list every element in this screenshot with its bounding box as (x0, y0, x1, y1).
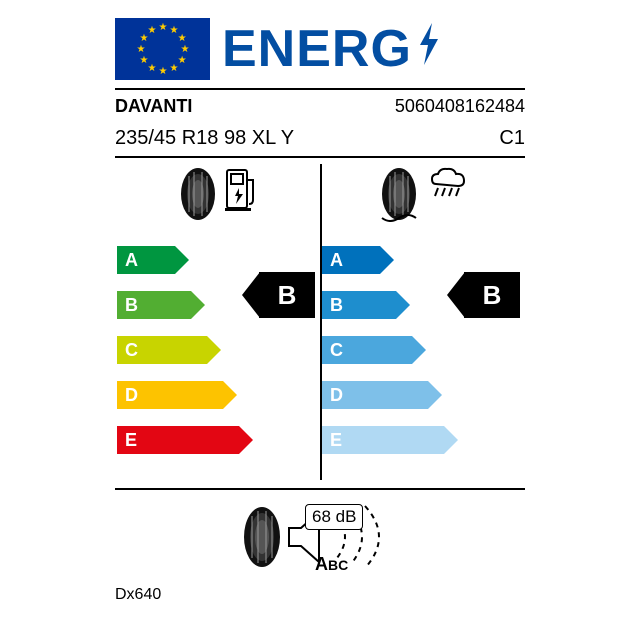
grade-letter: C (330, 340, 343, 361)
fuel-rating-badge: B (259, 272, 315, 318)
grade-letter: A (330, 250, 343, 271)
fuel-efficiency-panel: A B C D E B (115, 158, 320, 486)
tire-icon (177, 166, 219, 222)
energy-header: ★★★★★★★★★★★★ ENERG (115, 18, 525, 80)
wet-rating-letter: B (483, 280, 502, 311)
energy-word: ENERG (222, 19, 444, 79)
grade-letter: B (330, 295, 343, 316)
grade-letter: E (330, 430, 342, 451)
grade-letter: A (125, 250, 138, 271)
grade-letter: D (125, 385, 138, 406)
eu-tyre-label: ★★★★★★★★★★★★ ENERG DAVANTI 5060408162484… (115, 18, 525, 604)
rain-cloud-icon (426, 166, 468, 212)
grade-letter: C (125, 340, 138, 361)
energy-text: ENERG (222, 19, 412, 79)
noise-class-icon: ABC (315, 554, 348, 575)
ean-code: 5060408162484 (395, 96, 525, 117)
tire-class: C1 (499, 127, 525, 150)
tire-size: 235/45 R18 98 XL Y (115, 127, 294, 150)
rating-panels: A B C D E B A B C D E B (115, 158, 525, 486)
wet-rating-badge: B (464, 272, 520, 318)
wet-grip-panel: A B C D E B (320, 158, 525, 486)
fuel-icons (115, 166, 320, 226)
brand-name: DAVANTI (115, 96, 192, 117)
tire-icon (239, 504, 285, 570)
fuel-pump-icon (225, 166, 259, 212)
noise-section: 68 dB ABC (115, 496, 525, 578)
divider (115, 488, 525, 490)
noise-db-value: 68 dB (305, 504, 363, 530)
model-name: Dx640 (115, 586, 525, 604)
bolt-icon (414, 21, 444, 78)
eu-flag-icon: ★★★★★★★★★★★★ (115, 18, 210, 80)
wet-icons (320, 166, 525, 226)
tire-icon (378, 166, 420, 222)
size-row: 235/45 R18 98 XL Y C1 (115, 127, 525, 150)
grade-letter: B (125, 295, 138, 316)
grade-letter: E (125, 430, 137, 451)
divider (115, 88, 525, 90)
fuel-rating-letter: B (278, 280, 297, 311)
brand-row: DAVANTI 5060408162484 (115, 96, 525, 117)
grade-letter: D (330, 385, 343, 406)
